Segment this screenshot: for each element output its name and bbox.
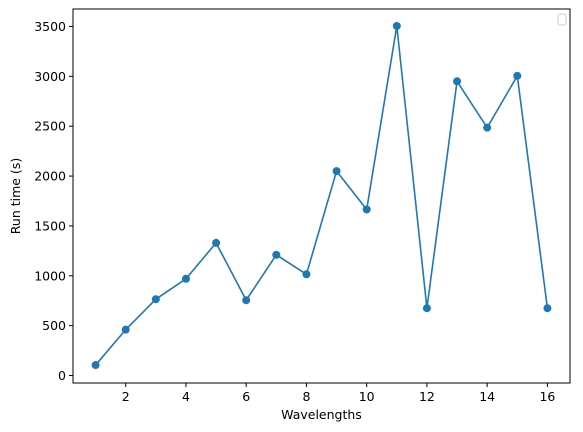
x-tick-label: 12 [419, 389, 435, 404]
y-tick-label: 3000 [34, 69, 66, 84]
data-point [122, 326, 130, 334]
y-tick-label: 2500 [34, 119, 66, 134]
data-point [182, 275, 190, 283]
data-point [242, 296, 250, 304]
y-tick-label: 1000 [34, 268, 66, 283]
y-tick-label: 500 [42, 318, 66, 333]
y-tick-label: 2000 [34, 169, 66, 184]
x-tick-label: 4 [182, 389, 190, 404]
data-point [92, 361, 100, 369]
x-tick-label: 8 [302, 389, 310, 404]
data-point [152, 295, 160, 303]
y-axis-label: Run time (s) [8, 158, 23, 234]
data-point [363, 205, 371, 213]
x-tick-label: 10 [359, 389, 375, 404]
data-point [453, 77, 461, 85]
data-point [333, 167, 341, 175]
legend-box [558, 14, 566, 25]
x-tick-label: 14 [479, 389, 495, 404]
y-tick-label: 1500 [34, 218, 66, 233]
x-tick-label: 6 [242, 389, 250, 404]
y-tick-label: 3500 [34, 19, 66, 34]
data-point [543, 304, 551, 312]
x-axis-label: Wavelengths [281, 407, 362, 422]
data-point [513, 72, 521, 80]
y-tick-label: 0 [58, 368, 66, 383]
x-tick-label: 16 [539, 389, 555, 404]
data-point [483, 124, 491, 132]
data-point [423, 304, 431, 312]
data-point [272, 251, 280, 259]
data-point [212, 239, 220, 247]
x-tick-label: 2 [122, 389, 130, 404]
data-point [302, 270, 310, 278]
data-point [393, 22, 401, 30]
